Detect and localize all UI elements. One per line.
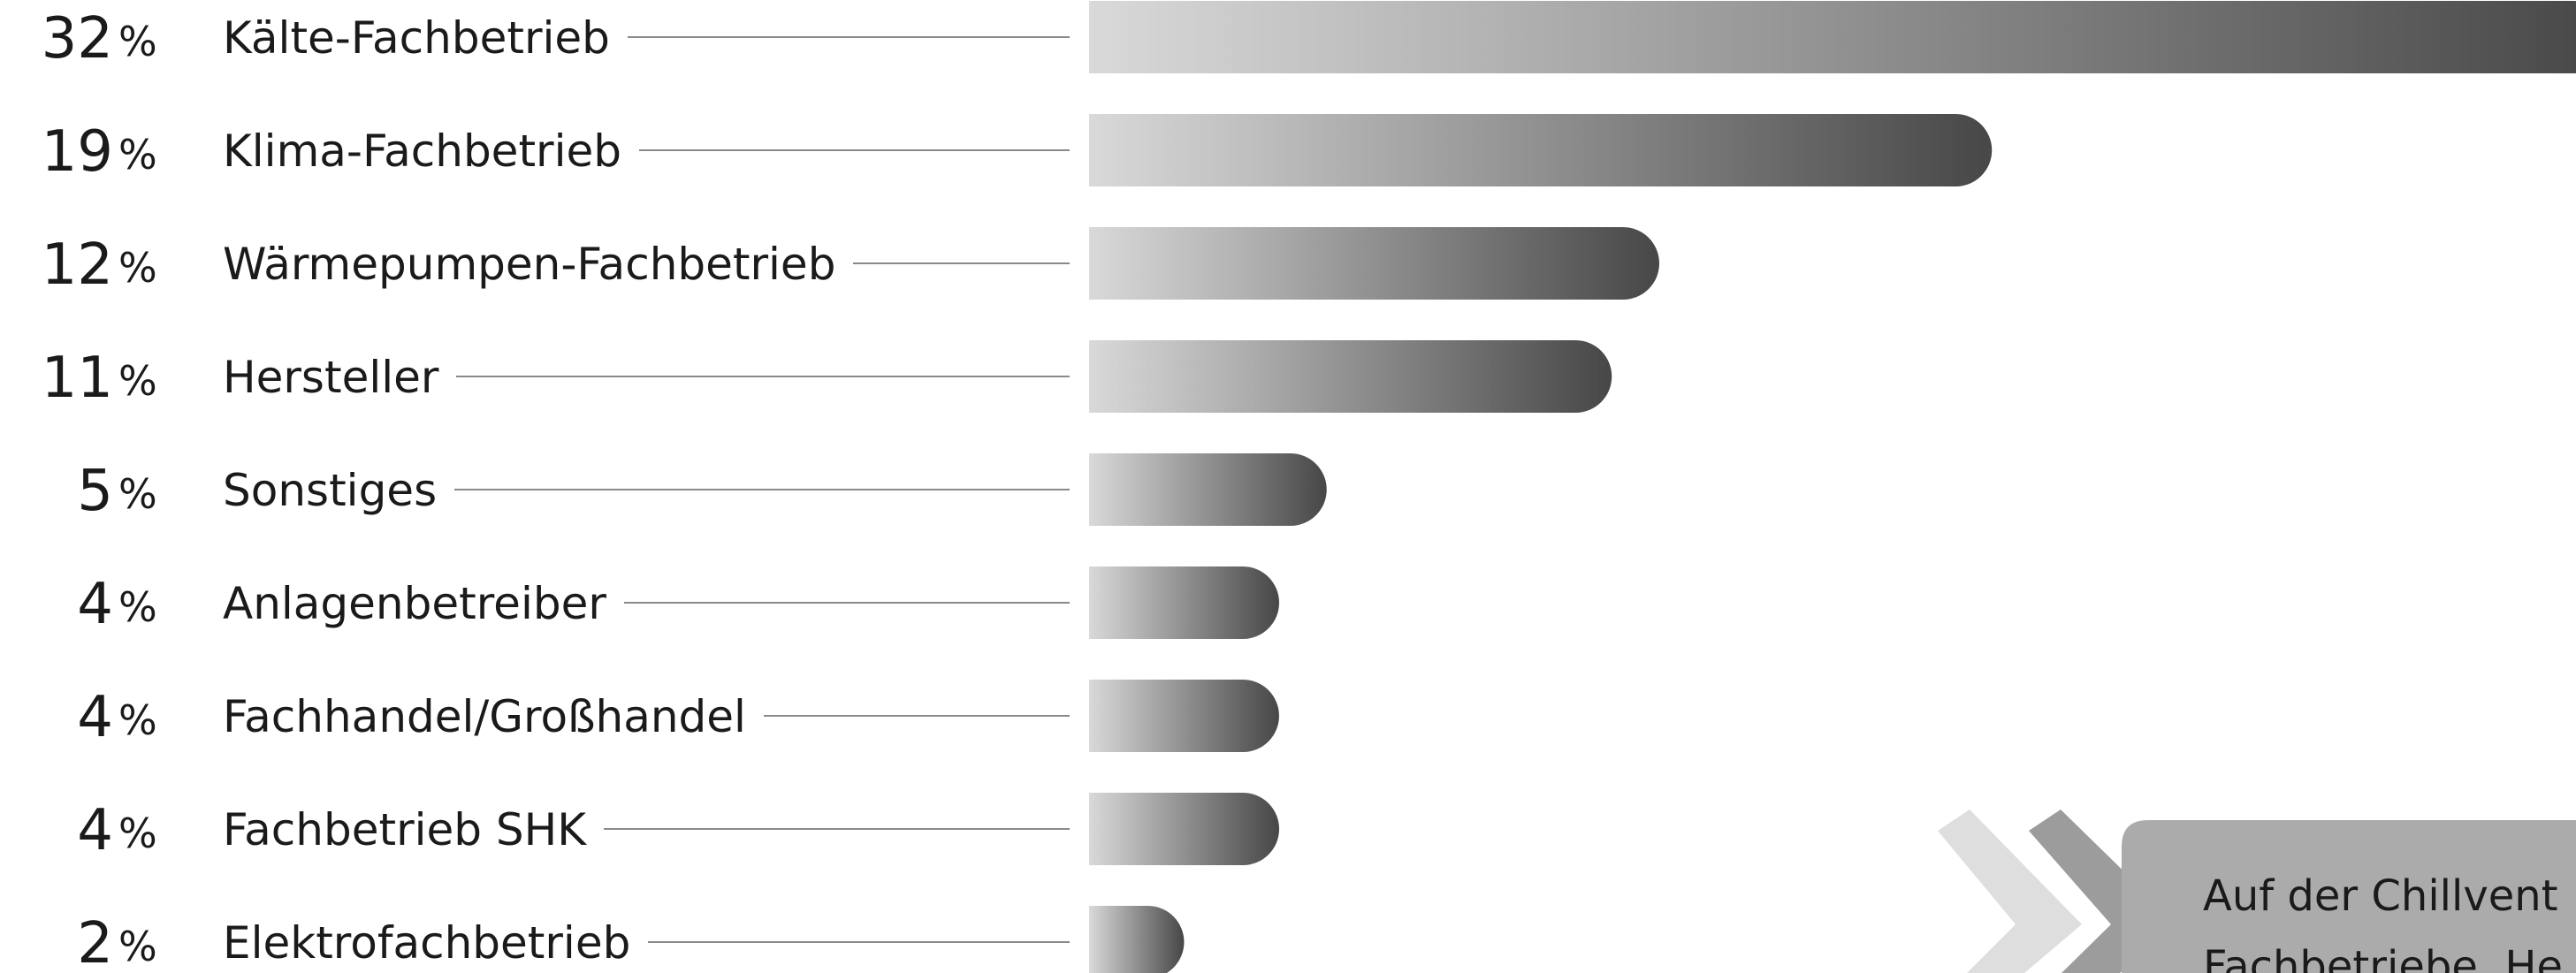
value-label: 4: [77, 572, 113, 637]
bar: [1089, 453, 1327, 526]
bar-row: 12% Wärmepumpen-Fachbetrieb: [42, 227, 1659, 300]
category-label: Fachbetrieb SHK: [223, 804, 587, 855]
bar: [1089, 906, 1184, 973]
bar-row: 4% Fachbetrieb SHK: [77, 793, 1279, 865]
bar: [1089, 1, 2576, 73]
value-label: 4: [77, 798, 113, 863]
bar-row: 19% Klima-Fachbetrieb: [42, 114, 1993, 186]
value-label: 11: [42, 346, 113, 411]
unit-label: %: [118, 244, 157, 292]
category-label: Wärmepumpen-Fachbetrieb: [223, 239, 835, 290]
category-label: Anlagenbetreiber: [223, 578, 606, 629]
category-label: Klima-Fachbetrieb: [223, 125, 621, 177]
callout-line-2: Fachbetriebe, He: [2203, 942, 2563, 973]
bar-row: 5% Sonstiges: [77, 453, 1326, 526]
value-label: 4: [77, 685, 113, 750]
unit-label: %: [118, 696, 157, 744]
bar-row: 11% Hersteller: [42, 340, 1612, 413]
value-label: 12: [42, 232, 113, 298]
unit-label: %: [118, 583, 157, 631]
value-label: 19: [42, 119, 113, 185]
bar-row: 2% Elektrofachbetrieb: [77, 906, 1184, 973]
bar: [1089, 793, 1279, 865]
bar: [1089, 680, 1279, 752]
value-label: 5: [77, 459, 113, 524]
bar: [1089, 114, 1992, 186]
bar: [1089, 566, 1279, 639]
unit-label: %: [118, 18, 157, 65]
unit-label: %: [118, 131, 157, 179]
unit-label: %: [118, 923, 157, 970]
value-label: 2: [77, 911, 113, 973]
category-label: Hersteller: [223, 352, 439, 403]
value-label: 32: [42, 6, 113, 72]
callout-panel: Auf der Chillvent Fachbetriebe, He: [1938, 810, 2576, 973]
category-label: Elektrofachbetrieb: [223, 917, 630, 969]
unit-label: %: [118, 810, 157, 857]
unit-label: %: [118, 357, 157, 405]
bar-row: 4% Anlagenbetreiber: [77, 566, 1279, 639]
category-label: Kälte-Fachbetrieb: [223, 12, 610, 64]
bar-row: 4% Fachhandel/Großhandel: [77, 680, 1279, 752]
bar: [1089, 340, 1612, 413]
category-label: Sonstiges: [223, 465, 437, 516]
unit-label: %: [118, 470, 157, 518]
bar: [1089, 227, 1659, 300]
category-label: Fachhandel/Großhandel: [223, 691, 746, 742]
callout-line-1: Auf der Chillvent: [2203, 871, 2558, 921]
bar-row: 32% Kälte-Fachbetrieb: [42, 1, 2576, 73]
